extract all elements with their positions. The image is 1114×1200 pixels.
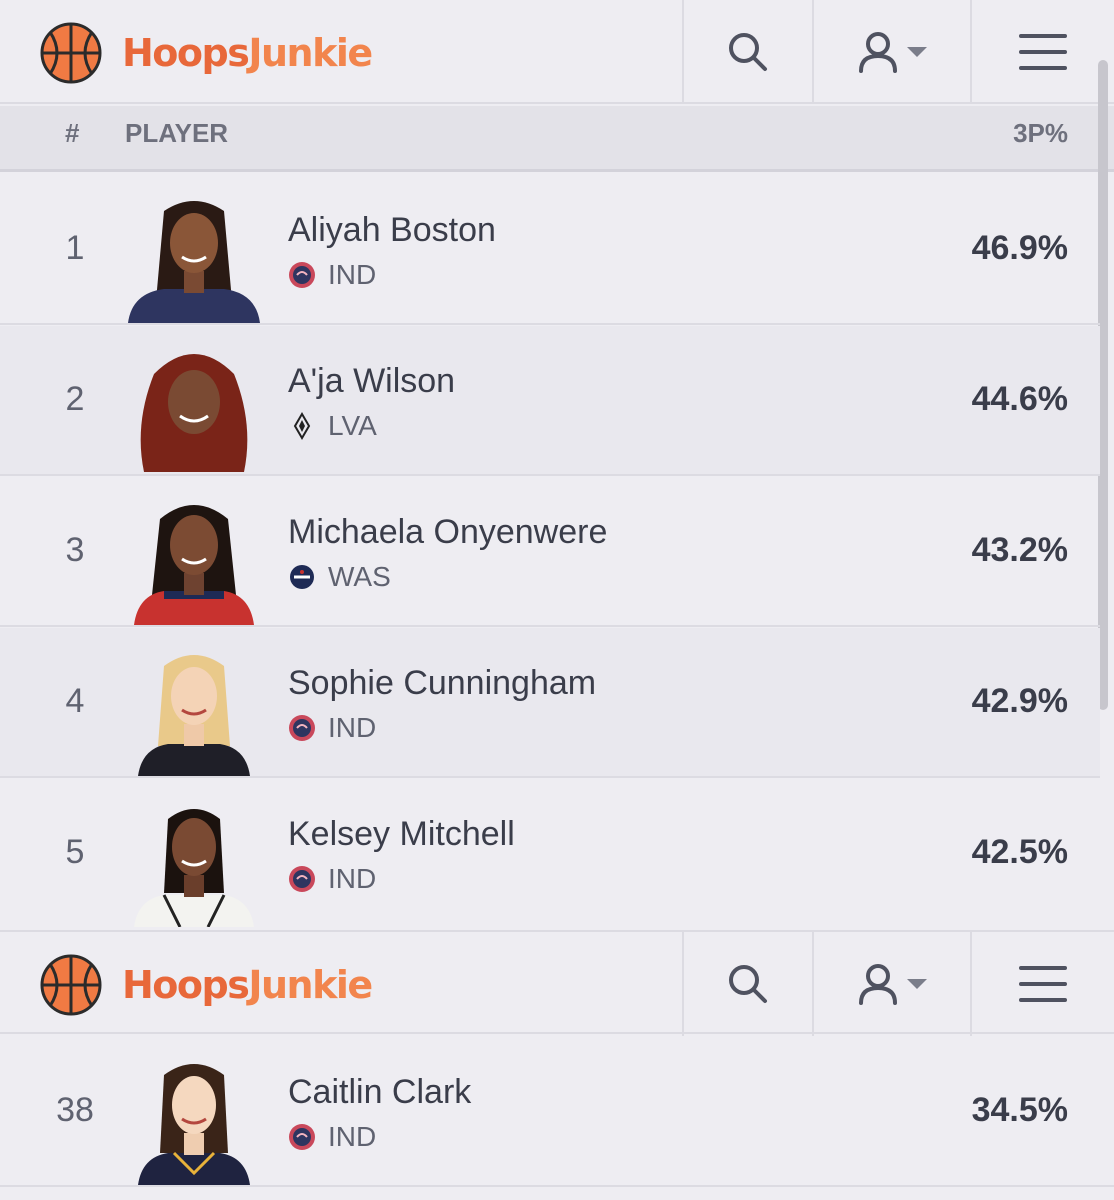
rank-column-header[interactable]: # (65, 118, 80, 148)
table-row[interactable]: 3 Michaela Onyenwere WAS 43.2% (0, 477, 1100, 627)
player-name[interactable]: Aliyah Boston (288, 211, 496, 249)
table-row[interactable]: 1 Aliyah Boston IND 46.9% (0, 175, 1100, 325)
main-menu-button[interactable] (970, 932, 1114, 1036)
player-team: IND (288, 259, 376, 291)
main-menu-button[interactable] (970, 0, 1114, 104)
app-header: HoopsJunkie (0, 0, 1114, 104)
three-point-pct-column-header[interactable]: 3P% (1013, 118, 1068, 148)
player-avatar (138, 1064, 250, 1185)
player-column-header[interactable]: PLAYER (125, 118, 229, 148)
table-header: # PLAYER 3P% (0, 106, 1114, 172)
team-abbreviation: IND (328, 863, 377, 894)
table-row[interactable]: 5 Kelsey Mitchell IND 42.5% (0, 779, 1100, 929)
player-team: WAS (288, 561, 391, 593)
caret-down-icon (907, 979, 927, 989)
player-rank: 5 (65, 833, 85, 871)
las-vegas-aces-logo-icon (293, 412, 311, 440)
player-rank: 4 (65, 682, 85, 720)
brand-logo[interactable]: HoopsJunkie (40, 954, 373, 1016)
player-team: IND (288, 1121, 376, 1153)
team-abbreviation: IND (328, 1121, 377, 1152)
team-abbreviation: IND (328, 712, 377, 743)
player-avatar (140, 354, 248, 472)
account-menu-button[interactable] (812, 932, 970, 1036)
search-icon (729, 33, 767, 71)
player-team: IND (288, 712, 376, 744)
player-rank: 2 (65, 380, 85, 418)
basketball-icon (40, 954, 102, 1016)
caret-down-icon (907, 47, 927, 57)
indiana-fever-logo-icon (289, 1124, 315, 1150)
brand-name: HoopsJunkie (122, 31, 373, 75)
player-name[interactable]: Sophie Cunningham (288, 664, 597, 702)
table-row[interactable]: 4 Sophie Cunningham IND 42.9% (0, 628, 1100, 778)
scrollbar[interactable] (1098, 60, 1108, 710)
three-point-percentage: 42.5% (971, 833, 1068, 871)
indiana-fever-logo-icon (289, 866, 315, 892)
search-icon (729, 965, 767, 1003)
app-header: HoopsJunkie (0, 930, 1114, 1036)
table-row[interactable]: 38 Caitlin Clark IND 34.5% (0, 1037, 1114, 1187)
washington-mystics-logo-icon (290, 565, 314, 589)
player-name[interactable]: Kelsey Mitchell (288, 815, 515, 853)
player-avatar (134, 505, 254, 625)
player-rank: 3 (65, 531, 85, 569)
three-point-percentage: 46.9% (971, 229, 1068, 267)
three-point-percentage: 42.9% (971, 682, 1068, 720)
account-menu-button[interactable] (812, 0, 970, 104)
hamburger-menu-icon (1019, 34, 1067, 70)
basketball-icon (40, 22, 102, 84)
player-rank: 38 (56, 1091, 94, 1129)
brand-name: HoopsJunkie (122, 963, 373, 1007)
player-team: IND (288, 863, 376, 895)
player-avatar (128, 201, 260, 323)
three-point-percentage: 44.6% (971, 380, 1068, 418)
indiana-fever-logo-icon (289, 715, 315, 741)
player-rank: 1 (65, 229, 85, 267)
three-point-percentage: 34.5% (971, 1091, 1068, 1129)
team-abbreviation: WAS (328, 561, 391, 592)
brand-logo[interactable]: HoopsJunkie (40, 22, 373, 84)
player-avatar (138, 655, 250, 776)
search-button[interactable] (682, 932, 812, 1036)
user-icon (859, 964, 897, 1005)
user-icon (859, 32, 897, 73)
player-avatar (134, 809, 254, 927)
hamburger-menu-icon (1019, 966, 1067, 1002)
player-name[interactable]: Michaela Onyenwere (288, 513, 608, 551)
player-name[interactable]: Caitlin Clark (288, 1073, 472, 1111)
table-row[interactable]: 2 A'ja Wilson LVA 44.6% (0, 326, 1100, 476)
indiana-fever-logo-icon (289, 262, 315, 288)
team-abbreviation: IND (328, 259, 377, 290)
search-button[interactable] (682, 0, 812, 104)
three-point-percentage: 43.2% (971, 531, 1068, 569)
team-abbreviation: LVA (328, 410, 377, 441)
player-name[interactable]: A'ja Wilson (288, 362, 456, 400)
player-team: LVA (288, 410, 377, 442)
